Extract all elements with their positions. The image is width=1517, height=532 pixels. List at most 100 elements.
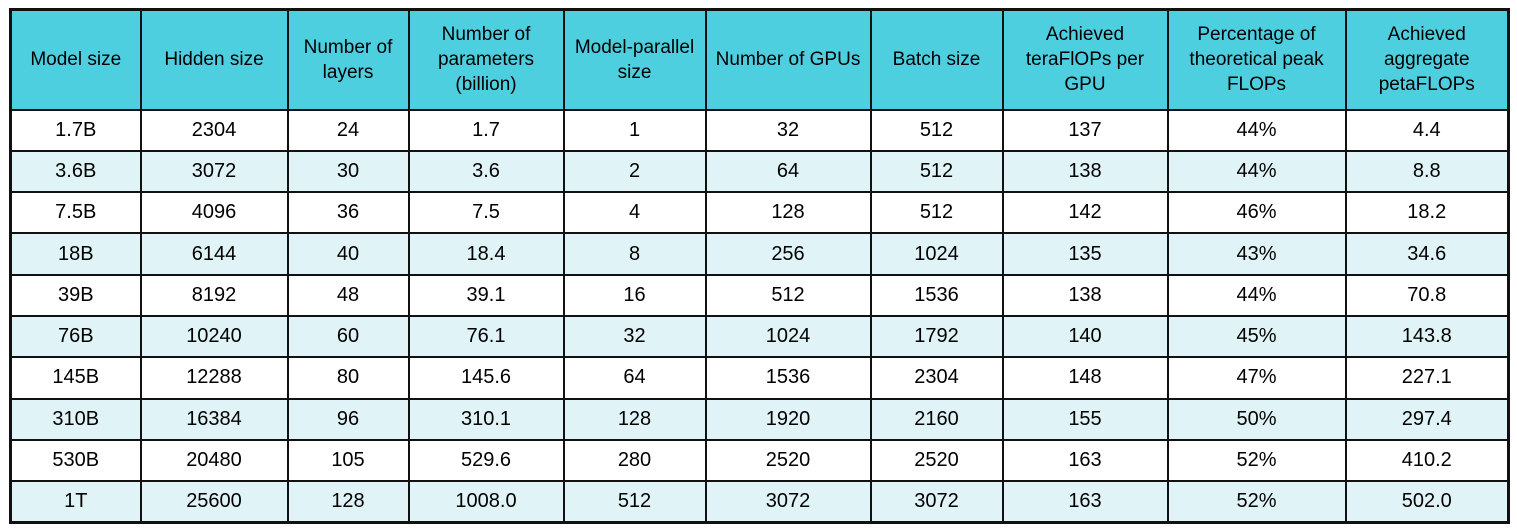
table-cell: 50% bbox=[1166, 397, 1347, 441]
header-row: Model size Hidden size Number of layers Num… bbox=[9, 8, 1510, 111]
table-cell: 1536 bbox=[704, 356, 872, 400]
table-cell: 70.8 bbox=[1344, 273, 1510, 317]
table-cell: 512 bbox=[704, 273, 872, 317]
table-cell: 7.5B bbox=[9, 191, 142, 235]
table-cell: 52% bbox=[1166, 438, 1347, 483]
header-cell: Number of GPUs bbox=[704, 8, 872, 111]
table-cell: 44% bbox=[1166, 273, 1347, 317]
table-cell: 1 bbox=[562, 108, 707, 152]
table-cell: 80 bbox=[286, 356, 410, 400]
table-cell: 1792 bbox=[869, 314, 1004, 359]
header-cell: Percentage of theoretical peak FLOPs bbox=[1166, 8, 1347, 111]
table-cell: 138 bbox=[1001, 273, 1169, 317]
table-cell: 2 bbox=[562, 149, 707, 194]
header-cell: Model size bbox=[9, 8, 142, 111]
table-cell: 44% bbox=[1166, 108, 1347, 152]
table-cell: 30 bbox=[286, 149, 410, 194]
table-row: 1.7B 2304 24 1.7 1 32 512 137 44% 4.4 bbox=[9, 108, 1510, 152]
table-cell: 76B bbox=[9, 314, 142, 359]
table-cell: 76.1 bbox=[407, 314, 565, 359]
table-cell: 18.4 bbox=[407, 232, 565, 276]
table-cell: 4 bbox=[562, 191, 707, 235]
table-cell: 2304 bbox=[139, 108, 289, 152]
table-cell: 2304 bbox=[869, 356, 1004, 400]
table-cell: 512 bbox=[869, 191, 1004, 235]
table-cell: 16 bbox=[562, 273, 707, 317]
table-cell: 43% bbox=[1166, 232, 1347, 276]
table-cell: 310B bbox=[9, 397, 142, 441]
header-cell: Batch size bbox=[869, 8, 1004, 111]
header-cell: Number of layers bbox=[286, 8, 410, 111]
model-scaling-table: Model size Hidden size Number of layers Num… bbox=[9, 8, 1510, 524]
table-cell: 32 bbox=[562, 314, 707, 359]
table-cell: 145.6 bbox=[407, 356, 565, 400]
table-row: 39B 8192 48 39.1 16 512 1536 138 44% 70.8 bbox=[9, 273, 1510, 317]
table-cell: 142 bbox=[1001, 191, 1169, 235]
table-cell: 3.6 bbox=[407, 149, 565, 194]
table-cell: 1.7 bbox=[407, 108, 565, 152]
table-row: 145B 12288 80 145.6 64 1536 2304 148 47% 227.1 bbox=[9, 356, 1510, 400]
table-row: 310B 16384 96 310.1 128 1920 2160 155 50% 297.4 bbox=[9, 397, 1510, 441]
table-cell: 18B bbox=[9, 232, 142, 276]
table-cell: 163 bbox=[1001, 480, 1169, 524]
table-cell: 25600 bbox=[139, 480, 289, 524]
table-cell: 143.8 bbox=[1344, 314, 1510, 359]
table-header: Model size Hidden size Number of layers Num… bbox=[9, 8, 1510, 111]
table-cell: 105 bbox=[286, 438, 410, 483]
table-row: 7.5B 4096 36 7.5 4 128 512 142 46% 18.2 bbox=[9, 191, 1510, 235]
table-cell: 3072 bbox=[704, 480, 872, 524]
table-body: 1.7B 2304 24 1.7 1 32 512 137 44% 4.4 3.6B 3072 30 3.… bbox=[9, 108, 1510, 524]
table-cell: 1536 bbox=[869, 273, 1004, 317]
table-row: 3.6B 3072 30 3.6 2 64 512 138 44% 8.8 bbox=[9, 149, 1510, 194]
table-cell: 512 bbox=[562, 480, 707, 524]
table-cell: 24 bbox=[286, 108, 410, 152]
table-cell: 2520 bbox=[704, 438, 872, 483]
table-cell: 512 bbox=[869, 149, 1004, 194]
header-cell: Achieved teraFlOPs per GPU bbox=[1001, 8, 1169, 111]
table-cell: 3072 bbox=[139, 149, 289, 194]
table-cell: 163 bbox=[1001, 438, 1169, 483]
table-cell: 60 bbox=[286, 314, 410, 359]
table-row: 530B 20480 105 529.6 280 2520 2520 163 52% 410.2 bbox=[9, 438, 1510, 483]
table-cell: 39.1 bbox=[407, 273, 565, 317]
table-cell: 227.1 bbox=[1344, 356, 1510, 400]
table-cell: 1T bbox=[9, 480, 142, 524]
table-cell: 64 bbox=[704, 149, 872, 194]
table-cell: 1920 bbox=[704, 397, 872, 441]
table-cell: 39B bbox=[9, 273, 142, 317]
table-cell: 8.8 bbox=[1344, 149, 1510, 194]
table-cell: 1024 bbox=[704, 314, 872, 359]
header-cell: Number of parameters (billion) bbox=[407, 8, 565, 111]
table-cell: 6144 bbox=[139, 232, 289, 276]
table-cell: 3.6B bbox=[9, 149, 142, 194]
table-cell: 410.2 bbox=[1344, 438, 1510, 483]
header-cell: Achieved aggregate petaFLOPs bbox=[1344, 8, 1510, 111]
table-cell: 7.5 bbox=[407, 191, 565, 235]
header-cell: Model-parallel size bbox=[562, 8, 707, 111]
table-cell: 8192 bbox=[139, 273, 289, 317]
table-cell: 18.2 bbox=[1344, 191, 1510, 235]
table-cell: 10240 bbox=[139, 314, 289, 359]
table-cell: 148 bbox=[1001, 356, 1169, 400]
table-cell: 46% bbox=[1166, 191, 1347, 235]
table-cell: 1024 bbox=[869, 232, 1004, 276]
table-cell: 20480 bbox=[139, 438, 289, 483]
table-cell: 135 bbox=[1001, 232, 1169, 276]
table-cell: 140 bbox=[1001, 314, 1169, 359]
table-cell: 4096 bbox=[139, 191, 289, 235]
table-cell: 530B bbox=[9, 438, 142, 483]
table-cell: 1.7B bbox=[9, 108, 142, 152]
table-cell: 47% bbox=[1166, 356, 1347, 400]
table-cell: 36 bbox=[286, 191, 410, 235]
table-cell: 512 bbox=[869, 108, 1004, 152]
table-cell: 280 bbox=[562, 438, 707, 483]
table-cell: 16384 bbox=[139, 397, 289, 441]
table-cell: 48 bbox=[286, 273, 410, 317]
table-row: 1T 25600 128 1008.0 512 3072 3072 163 52% 502.0 bbox=[9, 480, 1510, 524]
header-cell: Hidden size bbox=[139, 8, 289, 111]
table-cell: 137 bbox=[1001, 108, 1169, 152]
table-cell: 32 bbox=[704, 108, 872, 152]
table-cell: 128 bbox=[286, 480, 410, 524]
table-cell: 128 bbox=[562, 397, 707, 441]
